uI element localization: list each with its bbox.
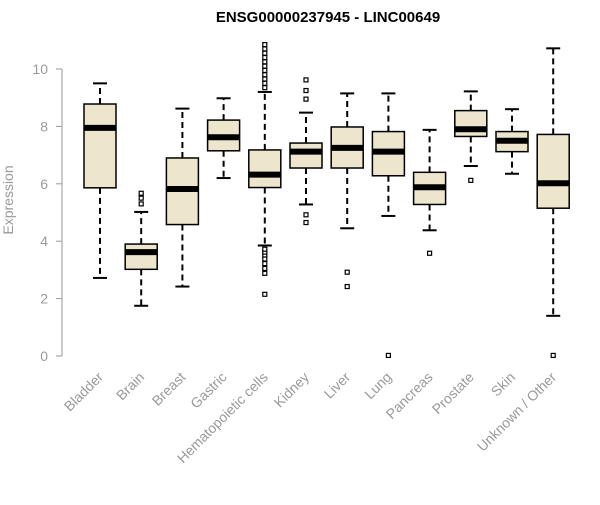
outlier-point <box>262 291 268 297</box>
box-group <box>206 97 241 180</box>
box-group <box>412 128 447 256</box>
outlier-point <box>344 269 350 275</box>
box <box>536 133 570 209</box>
x-tick-label: Prostate <box>429 369 477 417</box>
box <box>83 103 117 189</box>
outlier-point <box>262 50 268 56</box>
outlier-point <box>262 85 268 91</box>
outlier-point <box>427 250 433 256</box>
y-tick-label: 0 <box>40 348 48 364</box>
box-group <box>371 92 406 359</box>
x-tick-label: Skin <box>488 369 519 400</box>
box <box>454 109 488 138</box>
outlier-point <box>262 270 268 276</box>
box-group <box>248 42 282 297</box>
chart-title: ENSG00000237945 - LINC00649 <box>216 9 440 26</box>
outlier-point <box>303 87 309 94</box>
outlier-point <box>138 201 144 207</box>
outlier-point <box>550 352 556 359</box>
y-tick-label: 10 <box>32 61 48 77</box>
outlier-point <box>138 190 144 196</box>
box <box>289 142 323 169</box>
x-tick-label: Lung <box>361 369 394 402</box>
y-tick-label: 2 <box>40 291 48 307</box>
box <box>248 149 282 189</box>
outlier-point <box>262 72 268 78</box>
outlier-point <box>303 219 309 226</box>
outlier-point <box>262 76 268 82</box>
x-tick-label: Kidney <box>271 369 313 411</box>
box-group <box>165 107 200 288</box>
outlier-point <box>303 96 309 102</box>
box-group <box>330 92 364 290</box>
box-group <box>454 90 488 183</box>
outlier-point <box>262 67 268 74</box>
outlier-point <box>262 54 268 61</box>
x-tick-label: Brain <box>113 369 147 403</box>
y-axis: 0 2 4 6 8 10 <box>32 61 63 364</box>
outlier-point <box>262 256 268 262</box>
boxes <box>83 42 570 359</box>
outlier-point <box>262 246 268 252</box>
outlier-point <box>303 212 309 218</box>
y-tick-label: 4 <box>40 233 48 249</box>
outlier-point <box>303 77 309 83</box>
outlier-point <box>262 42 268 48</box>
outlier-point <box>468 177 474 183</box>
y-tick-label: 8 <box>40 118 48 134</box>
outlier-point <box>344 283 350 290</box>
box-group <box>495 108 529 175</box>
outlier-point <box>262 46 268 52</box>
box-group <box>124 190 158 307</box>
y-axis-label: Expression <box>0 165 16 234</box>
box <box>124 243 158 271</box>
box-group <box>289 77 323 226</box>
y-tick-label: 6 <box>40 176 48 192</box>
x-tick-label: Breast <box>149 369 189 409</box>
outlier-point <box>262 63 268 69</box>
box-group <box>83 82 117 279</box>
outlier-point <box>138 195 144 201</box>
outlier-point <box>262 260 268 267</box>
box-group <box>536 47 570 359</box>
outlier-point <box>385 352 391 359</box>
x-tick-label: Liver <box>321 369 354 402</box>
outlier-point <box>262 265 268 272</box>
x-tick-label: Bladder <box>61 369 107 415</box>
outlier-point <box>262 80 268 86</box>
outlier-point <box>262 59 268 65</box>
